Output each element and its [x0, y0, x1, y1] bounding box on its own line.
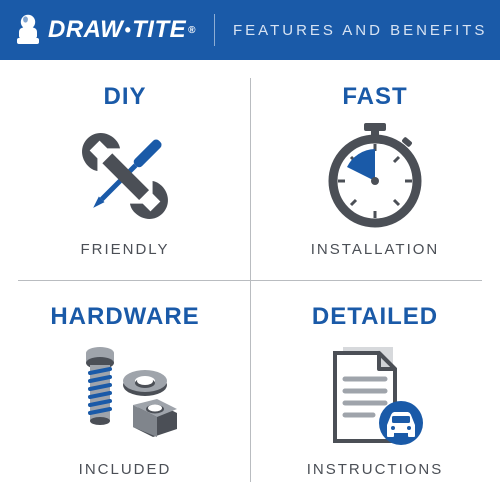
cell-title: HARDWARE [50, 303, 199, 331]
registered-mark: ® [188, 25, 196, 36]
feature-grid: DIY FRIENDLY FAST [0, 60, 500, 500]
brand-dot-icon: • [124, 20, 131, 41]
hardware-icon [65, 341, 185, 451]
cell-sub: INSTRUCTIONS [307, 461, 444, 478]
header-subtitle: FEATURES AND BENEFITS [233, 22, 487, 39]
stopwatch-icon [320, 121, 430, 231]
cell-sub: FRIENDLY [80, 241, 169, 258]
header-divider [214, 14, 215, 46]
header-bar: DRAW • TITE ® FEATURES AND BENEFITS [0, 0, 500, 60]
brand-text: DRAW • TITE ® [48, 16, 196, 44]
cell-title: FAST [342, 83, 407, 111]
cell-sub: INSTALLATION [311, 241, 439, 258]
cell-fast: FAST [250, 60, 500, 280]
brand-left: DRAW [48, 16, 123, 44]
instructions-icon [315, 341, 435, 451]
cell-title: DIY [103, 83, 146, 111]
cell-hardware: HARDWARE [0, 280, 250, 500]
cell-sub: INCLUDED [79, 461, 172, 478]
cell-title: DETAILED [312, 303, 438, 331]
brand-logo: DRAW • TITE ® [0, 13, 196, 47]
hitch-ball-icon [14, 13, 42, 47]
wrench-screwdriver-icon [70, 121, 180, 231]
cell-detailed: DETAILED [250, 280, 500, 500]
brand-right: TITE [132, 16, 186, 44]
cell-diy: DIY FRIENDLY [0, 60, 250, 280]
